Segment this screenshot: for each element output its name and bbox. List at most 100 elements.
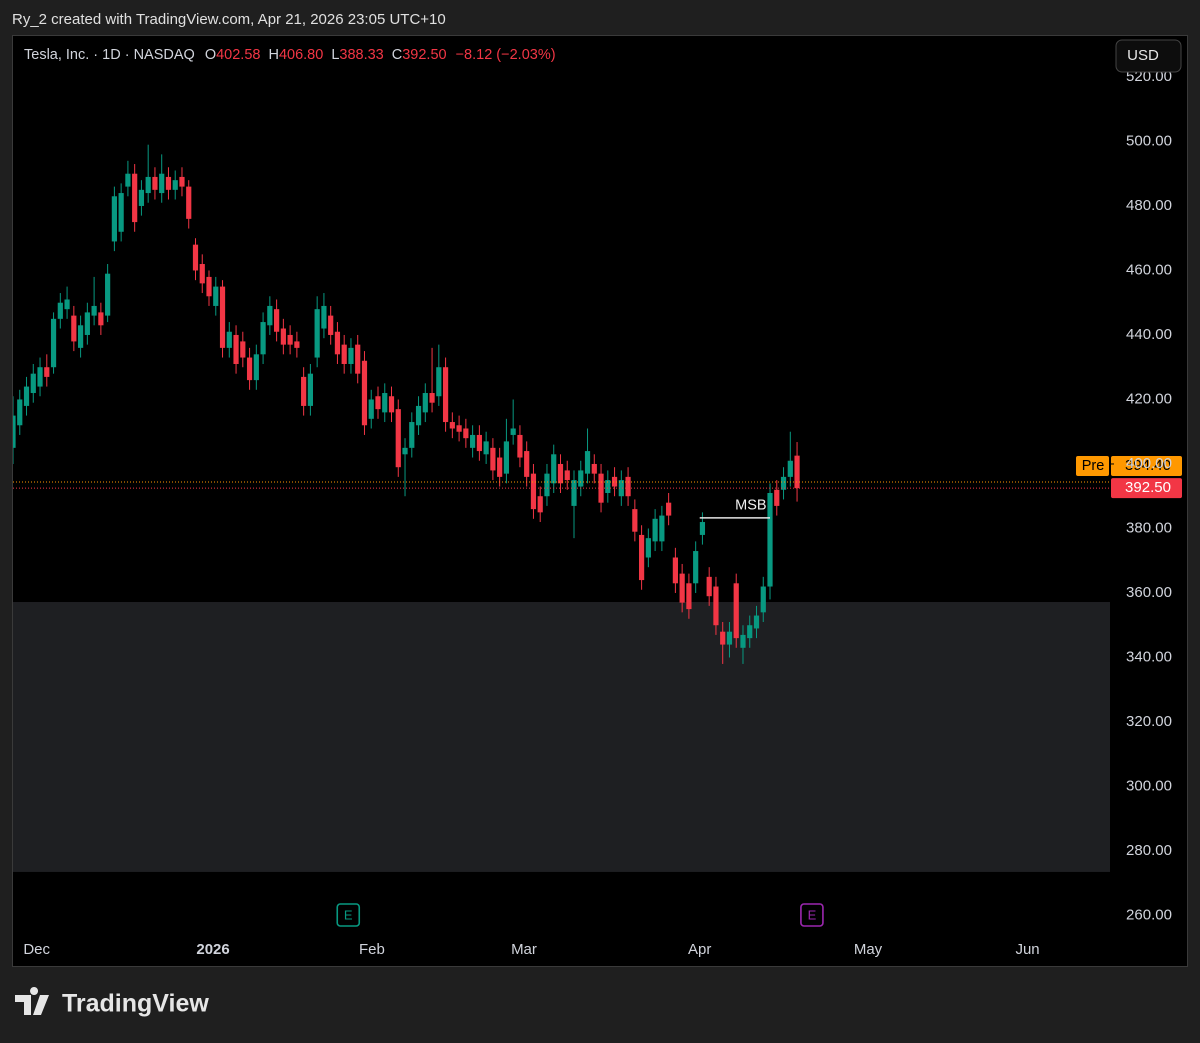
- currency-label[interactable]: USD: [1127, 47, 1159, 64]
- brand-name: TradingView: [62, 990, 209, 1018]
- candle-body: [17, 399, 23, 426]
- candle-body: [294, 341, 300, 348]
- candle-body: [118, 193, 124, 232]
- candle-body: [787, 460, 793, 477]
- y-tick-label: 280.00: [1126, 842, 1172, 859]
- candle-body: [91, 305, 97, 316]
- candle-body: [638, 534, 645, 581]
- candle-body: [77, 325, 84, 348]
- candle-body: [165, 176, 172, 190]
- annotation-label: MSB: [735, 498, 766, 514]
- legend-value: 388.33: [339, 47, 383, 63]
- legend-value: 406.80: [279, 47, 323, 63]
- candle-body: [287, 334, 293, 345]
- candle-body: [740, 634, 746, 648]
- candle-body: [652, 518, 658, 542]
- candle-body: [138, 189, 145, 206]
- event-label: E: [808, 907, 817, 922]
- x-tick-label: Jun: [1015, 941, 1039, 958]
- candle-body: [233, 334, 239, 364]
- event-marker: [336, 903, 361, 927]
- candle-body: [37, 367, 43, 387]
- candle-body: [260, 322, 266, 355]
- candle-body: [713, 586, 719, 626]
- candle-body: [334, 331, 341, 355]
- candle-body: [246, 357, 253, 381]
- candle-body: [388, 396, 395, 413]
- candle-body: [274, 309, 280, 332]
- candle-body: [645, 538, 651, 558]
- candle-body: [632, 509, 638, 532]
- candle-body: [13, 415, 16, 448]
- y-tick-label: 340.00: [1126, 648, 1172, 665]
- plot-area: MSB: [13, 144, 1110, 872]
- candle-body: [375, 396, 381, 410]
- candle-body: [747, 625, 753, 639]
- candle-body: [611, 476, 618, 487]
- y-tick-label: 420.00: [1126, 390, 1172, 407]
- candle-body: [557, 463, 564, 484]
- candle-body: [449, 422, 455, 429]
- candle-body: [679, 573, 685, 603]
- candle-body: [395, 409, 401, 468]
- candle-body: [530, 473, 537, 510]
- candle-body: [172, 180, 178, 190]
- candle-body: [666, 502, 672, 516]
- candle-body: [517, 434, 523, 458]
- candle-body: [219, 286, 226, 348]
- legend-key: L: [331, 47, 339, 63]
- candle-body: [348, 347, 354, 364]
- candle-body: [774, 489, 780, 506]
- y-tick-label: 500.00: [1126, 132, 1172, 149]
- y-tick-label: 440.00: [1126, 326, 1172, 343]
- candle-body: [483, 441, 489, 455]
- legend: Tesla, Inc. · 1D · NASDAQ O402.58 H406.80 L…: [24, 47, 556, 63]
- candle-body: [179, 176, 185, 187]
- legend-text: Tesla, Inc. · 1D · NASDAQ O402.58 H406.80 L…: [24, 47, 556, 63]
- candle-body: [105, 273, 111, 316]
- candle-body: [686, 583, 692, 610]
- candle-body: [510, 428, 516, 435]
- candle-body: [672, 557, 678, 584]
- x-tick-label: Apr: [688, 941, 711, 958]
- candle-body: [355, 344, 361, 374]
- candle-body: [50, 318, 57, 368]
- legend-key: C: [392, 47, 402, 63]
- candle-body: [301, 376, 307, 406]
- header: Ry_2 created with TradingView.com, Apr 2…: [12, 11, 446, 28]
- y-tick-label: 460.00: [1126, 261, 1172, 278]
- overlay: Pre 394.40 392.50 E E: [336, 456, 1182, 927]
- y-tick-label: 360.00: [1126, 584, 1172, 601]
- y-tick-label: 380.00: [1126, 519, 1172, 536]
- candle-body: [564, 470, 570, 481]
- candle-body: [206, 276, 212, 297]
- price-tag-label: Pre: [1082, 458, 1105, 474]
- candle-body: [537, 496, 543, 513]
- candle-body: [159, 173, 165, 194]
- candle-body: [794, 455, 800, 489]
- legend-name: Tesla, Inc. · 1D · NASDAQ: [24, 47, 195, 63]
- candle-body: [578, 470, 584, 487]
- candle-body: [733, 583, 739, 639]
- candle-body: [341, 344, 347, 364]
- candle-body: [551, 454, 557, 484]
- candle-body: [726, 631, 733, 645]
- candle-body: [84, 312, 90, 335]
- candle-body: [422, 393, 428, 413]
- legend-change: −8.12 (−2.03%): [456, 47, 556, 63]
- candle-body: [767, 492, 773, 587]
- candle-body: [152, 176, 158, 190]
- candle-body: [618, 480, 624, 497]
- currency-button[interactable]: [1115, 39, 1182, 73]
- candle-body: [382, 393, 388, 413]
- x-tick-label: Dec: [23, 941, 50, 958]
- y-tick-label: 300.00: [1126, 777, 1172, 794]
- candle-body: [199, 264, 205, 284]
- candle-body: [132, 173, 138, 223]
- candle-body: [415, 405, 422, 426]
- price-tag: [1076, 456, 1109, 477]
- candle-body: [497, 457, 503, 477]
- legend-value: 392.50: [402, 47, 446, 63]
